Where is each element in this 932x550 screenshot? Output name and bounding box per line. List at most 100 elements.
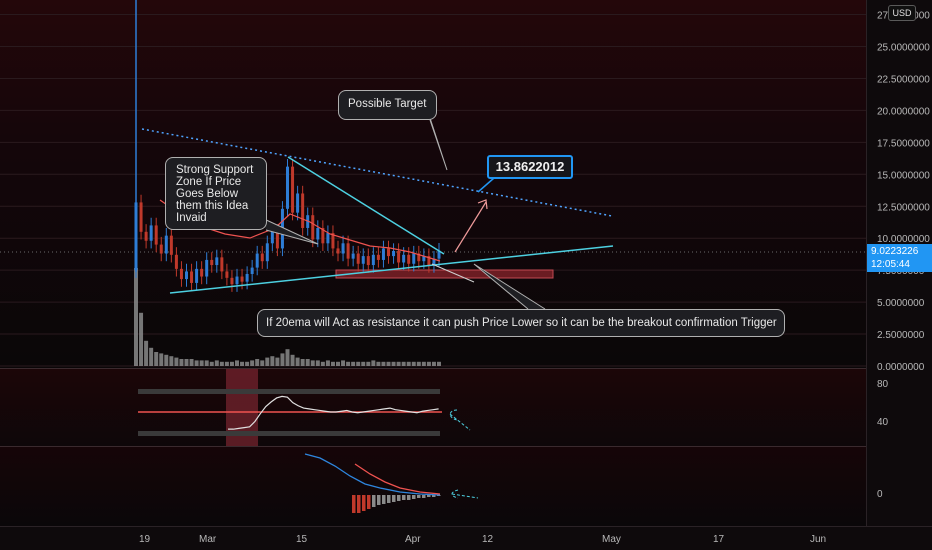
candle-body — [220, 257, 224, 272]
projection-arrow-head — [477, 199, 488, 210]
volume-bar — [300, 359, 305, 366]
time-tick: 17 — [713, 534, 725, 545]
volume-bar — [371, 360, 376, 366]
candle-body — [245, 273, 249, 282]
volume-bar — [431, 361, 436, 366]
candle-body — [316, 227, 320, 240]
volume-bar — [310, 360, 315, 366]
volume-bar — [245, 361, 250, 366]
volume-bar — [270, 356, 275, 366]
candle-body — [169, 235, 173, 255]
candle-body — [437, 250, 441, 259]
support-zone[interactable] — [335, 269, 554, 279]
candle-body — [139, 202, 143, 232]
target-price-label[interactable]: 13.8622012 — [487, 155, 573, 179]
candle-body — [190, 271, 194, 283]
ema-note[interactable]: If 20ema will Act as resistance it can p… — [257, 309, 785, 337]
volume-bar — [179, 359, 184, 366]
volume-bar — [285, 349, 290, 366]
pane-separator[interactable] — [0, 368, 932, 369]
candle-body — [336, 248, 340, 254]
candle-body — [195, 268, 199, 283]
candle-body — [179, 268, 183, 280]
time-axis[interactable]: 19 Mar 15 Apr 12 May 17 Jun — [0, 526, 932, 550]
candle-body — [250, 267, 254, 274]
last-price-tag[interactable]: 9.0223226 12:05:44 — [867, 244, 932, 272]
macd-pane[interactable] — [0, 446, 866, 526]
price-chart-pane[interactable]: Possible Target Strong Support Zone If P… — [0, 0, 866, 368]
time-tick: 12 — [482, 534, 494, 545]
volume-bar — [219, 361, 224, 366]
volume-bar — [189, 359, 194, 366]
time-tick: Mar — [199, 534, 217, 545]
macd-histogram — [352, 495, 441, 513]
macd-chart[interactable] — [0, 446, 866, 526]
volume-bar — [144, 340, 149, 366]
price-axis-tick: 2.5000000 — [877, 330, 925, 341]
volume-bar — [199, 360, 204, 366]
target-note[interactable]: Possible Target — [338, 90, 437, 120]
currency-button[interactable]: USD — [888, 5, 916, 21]
candle-body — [427, 256, 431, 266]
support-note[interactable]: Strong Support Zone If Price Goes Below … — [165, 157, 267, 230]
candle-body — [200, 268, 204, 277]
candle-body — [149, 225, 153, 241]
price-axis-tick: 17.5000000 — [877, 138, 930, 149]
volume-bar — [139, 312, 144, 366]
volume-bar — [229, 361, 234, 366]
macd-hist-bar — [407, 495, 411, 500]
candle-body — [361, 256, 365, 264]
volume-bar — [290, 354, 295, 366]
wedge-upper-line[interactable] — [287, 156, 445, 255]
volume-bar — [169, 356, 174, 366]
candle-body — [351, 253, 355, 259]
candle-body — [321, 227, 325, 244]
last-price-value: 9.0223226 — [871, 246, 919, 257]
macd-hist-bar — [367, 495, 371, 509]
time-tick: 15 — [296, 534, 308, 545]
support-note-pointer — [261, 217, 319, 245]
macd-hist-bar — [402, 495, 406, 500]
candle-body — [296, 193, 300, 213]
volume-bar — [325, 360, 330, 366]
pane-separator[interactable] — [0, 446, 932, 447]
volume-bar — [159, 353, 164, 366]
time-tick: Apr — [405, 534, 421, 545]
volume-bar — [426, 361, 431, 366]
volume-bar — [164, 354, 169, 366]
volume-bar — [421, 361, 426, 366]
rsi-axis-tick: 40 — [877, 417, 889, 428]
candle-body — [134, 202, 138, 271]
macd-signal-line — [354, 463, 441, 495]
macd-arrow — [451, 489, 479, 499]
price-chart[interactable] — [0, 0, 866, 368]
volume-bar — [275, 357, 280, 366]
candle-body — [275, 231, 279, 249]
volume-bar — [149, 347, 154, 366]
volume-bar — [346, 361, 351, 366]
macd-hist-bar — [387, 495, 391, 503]
rsi-chart[interactable] — [0, 368, 866, 446]
ascending-trendline[interactable] — [169, 245, 614, 294]
volume-bar — [204, 360, 209, 366]
candle-body — [144, 231, 148, 241]
macd-hist-bar — [427, 495, 431, 497]
candle-body — [402, 254, 406, 263]
macd-line — [304, 453, 441, 496]
candle-body — [356, 253, 360, 264]
volume-bar — [336, 361, 340, 366]
volume-bar — [351, 361, 356, 366]
candle-body — [164, 235, 168, 254]
price-axis-tick: 20.0000000 — [877, 106, 930, 117]
candle-body — [387, 248, 390, 257]
macd-hist-bar — [417, 495, 421, 498]
projection-arrow — [454, 201, 487, 253]
target-note-pointer — [429, 117, 448, 171]
candle-body — [255, 253, 259, 268]
volume-bar — [224, 361, 229, 366]
volume-bar — [214, 360, 219, 366]
rsi-pane[interactable] — [0, 368, 866, 446]
macd-hist-bar — [352, 495, 356, 513]
candle-body — [240, 276, 244, 282]
volume-bars — [134, 268, 441, 366]
